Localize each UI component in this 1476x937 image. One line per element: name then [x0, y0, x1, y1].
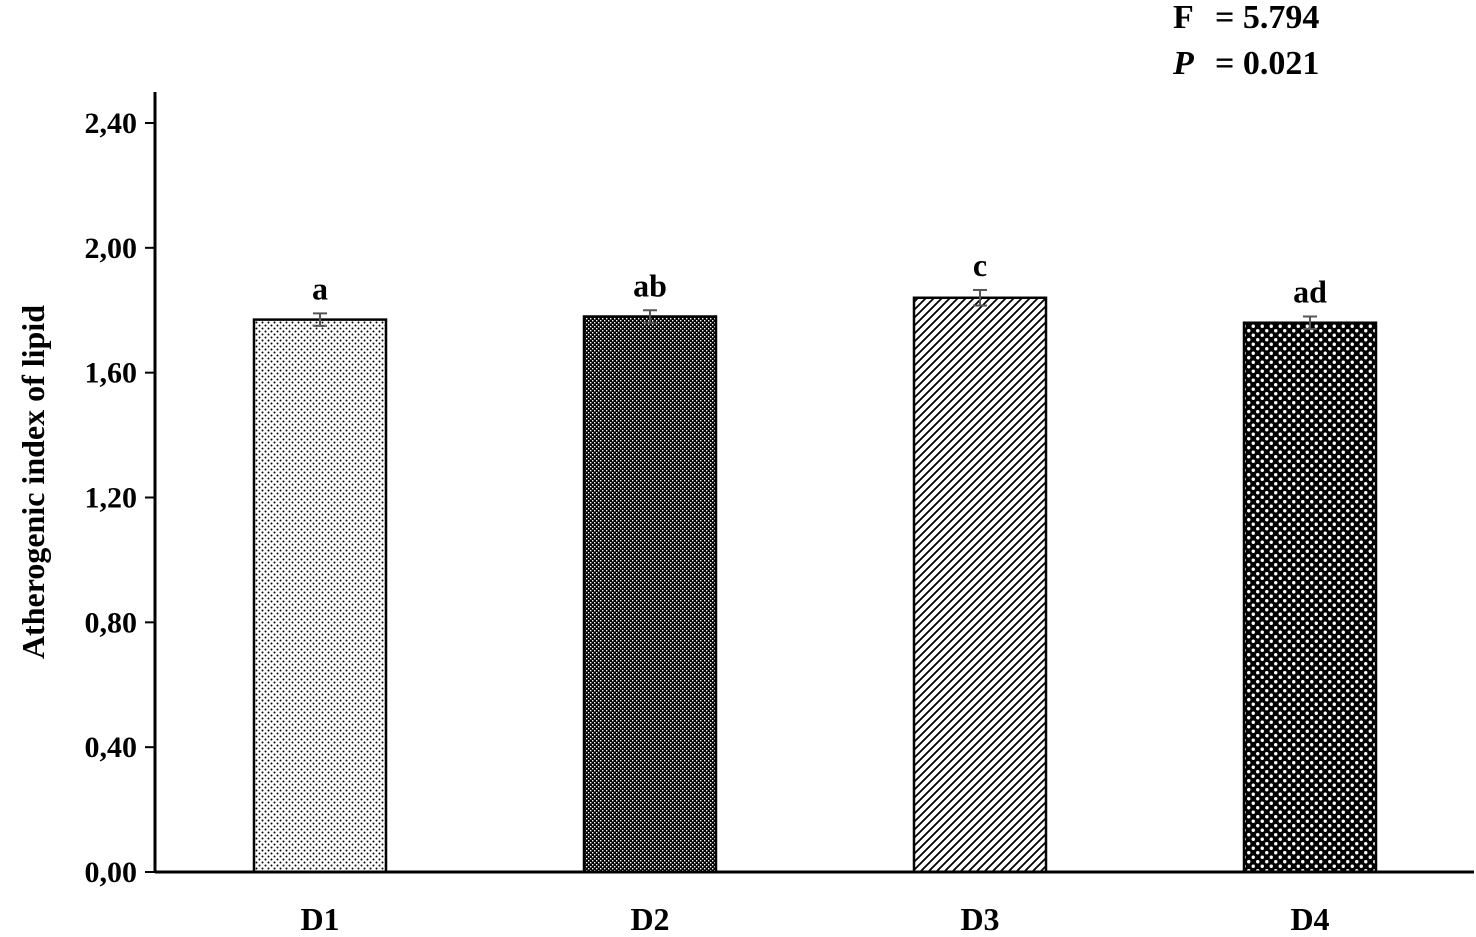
y-tick-label: 0,00 [85, 856, 138, 889]
error-bar-d2 [643, 309, 657, 324]
y-tick-label: 1,60 [85, 357, 138, 390]
x-tick-label: D1 [300, 901, 339, 937]
bar-d1 [252, 318, 388, 874]
significance-label: ab [633, 267, 667, 303]
significance-label: a [312, 270, 328, 306]
significance-label: c [973, 247, 987, 283]
y-tick-label: 2,00 [85, 232, 138, 265]
error-bar-d4 [1303, 315, 1317, 330]
y-tick-label: 0,40 [85, 731, 138, 764]
y-tick-label: 0,80 [85, 606, 138, 639]
p-stat-value: = 0.021 [1215, 45, 1319, 82]
y-axis-title: Atherogenic index of lipid [15, 305, 51, 659]
x-tick-label: D3 [960, 901, 999, 937]
error-bar-d3 [973, 288, 987, 307]
f-stat-label: F [1173, 0, 1194, 36]
bar-d2 [582, 315, 718, 874]
y-tick-label: 2,40 [85, 107, 138, 140]
bars [252, 296, 1378, 874]
significance-labels: a ab c ad [312, 247, 1327, 310]
f-stat-value: = 5.794 [1215, 0, 1319, 36]
error-bar-d1 [313, 312, 327, 327]
error-bars [313, 288, 1317, 330]
x-tick-label: D2 [630, 901, 669, 937]
bar-d3 [912, 296, 1048, 874]
y-axis-ticks: 0,00 0,40 0,80 1,20 1,60 2,00 2,40 [85, 107, 155, 889]
p-stat-label: P [1172, 45, 1194, 82]
y-tick-label: 1,20 [85, 482, 138, 515]
significance-label: ad [1293, 273, 1327, 309]
x-axis-tick-labels: D1 D2 D3 D4 [300, 901, 1329, 937]
bar-d4 [1242, 321, 1378, 874]
x-tick-label: D4 [1290, 901, 1329, 937]
